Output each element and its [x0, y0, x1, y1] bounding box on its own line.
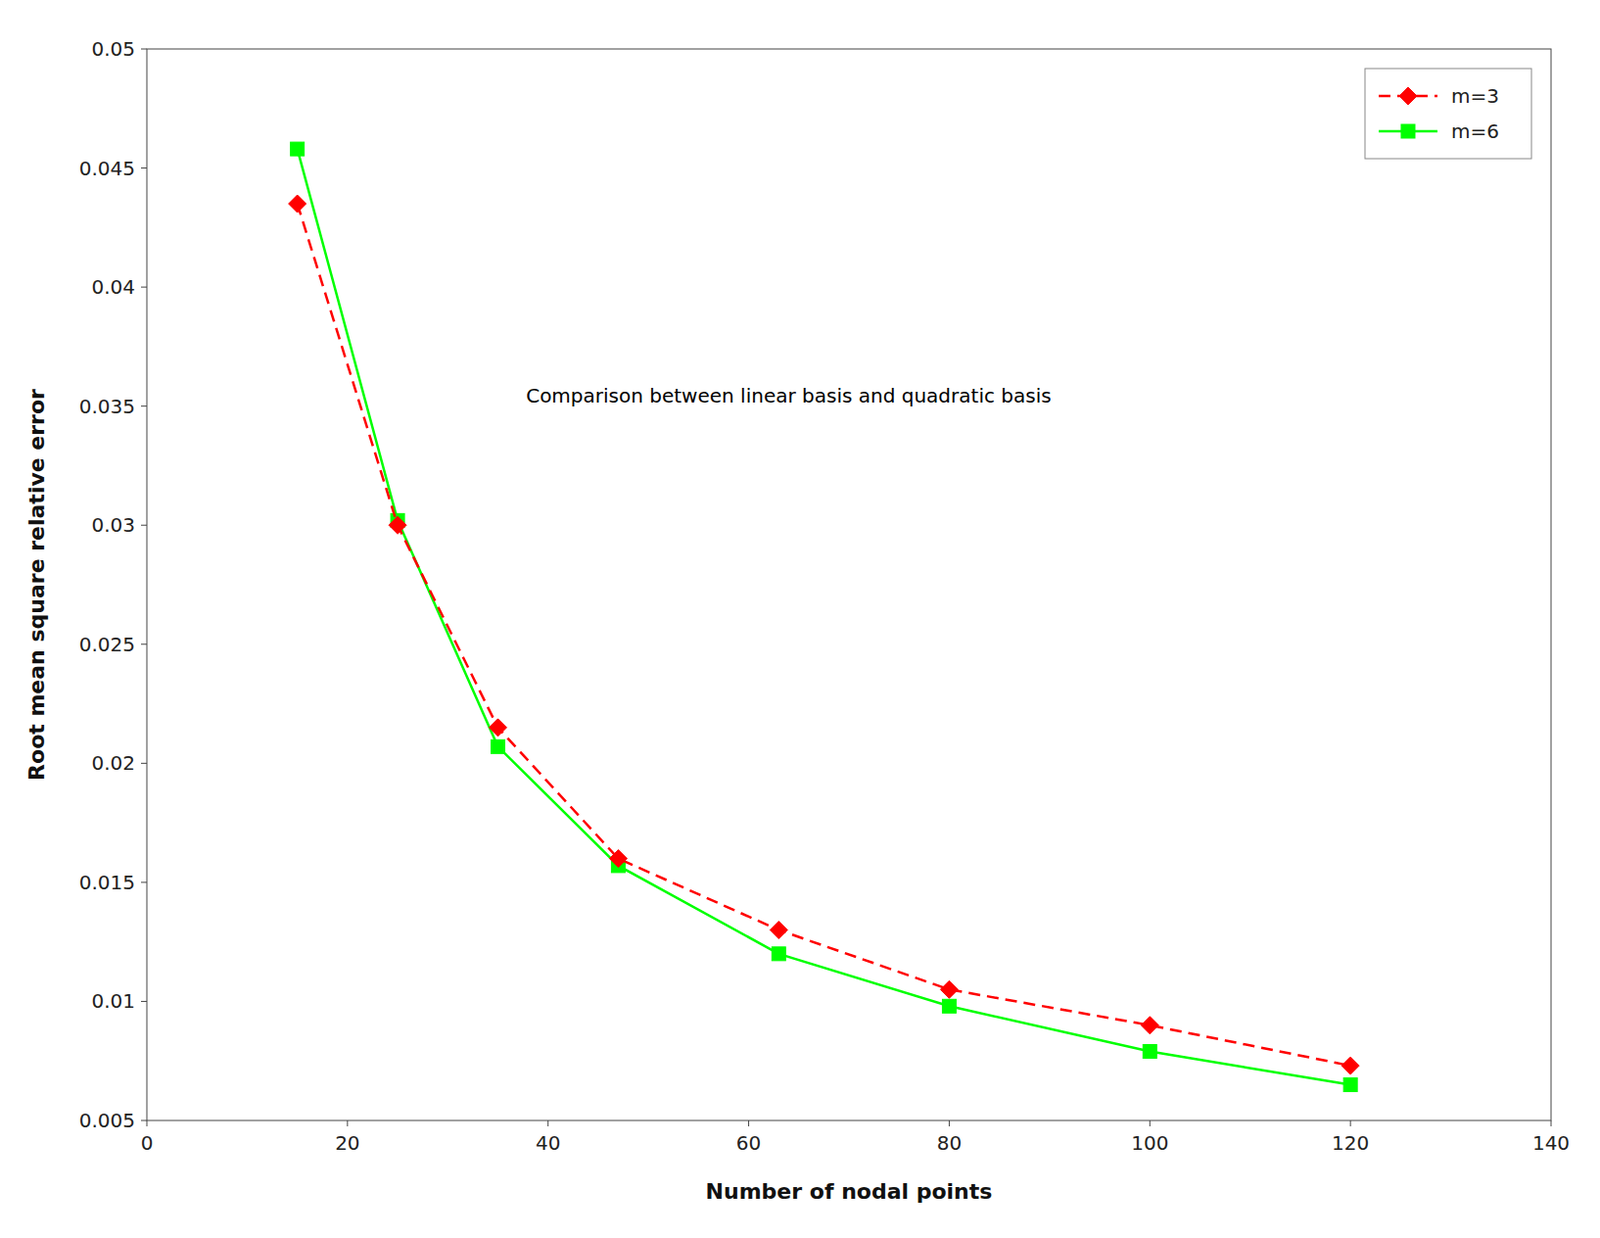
y-tick: [141, 286, 147, 288]
legend-label: m=3: [1451, 84, 1500, 108]
series: [288, 194, 1361, 1075]
x-tick-label: 140: [1532, 1130, 1570, 1155]
y-tick-label: 0.03: [91, 513, 136, 537]
x-tick-label: 20: [334, 1130, 360, 1155]
legend-label: m=6: [1451, 119, 1500, 143]
x-tick: [547, 1120, 549, 1127]
point-marker: [1341, 1056, 1360, 1075]
point-marker: [290, 141, 305, 156]
point-marker: [489, 718, 508, 737]
x-tick-label: 80: [937, 1130, 962, 1155]
y-tick: [141, 1120, 147, 1122]
x-tick: [1350, 1120, 1352, 1127]
point-marker: [941, 998, 956, 1013]
y-tick-label: 0.01: [91, 988, 136, 1013]
x-tick-label: 40: [535, 1130, 561, 1155]
point-marker: [769, 921, 788, 940]
series-line: [297, 148, 1352, 1084]
series-line: [297, 203, 1352, 1066]
axes: 0 20 40 60 80 100 120 140 0.005 0.01 0.015 0.02 0.02…: [79, 37, 1570, 1155]
legend-marker: [1401, 124, 1415, 139]
y-tick: [141, 405, 147, 407]
legend: m=3m=6: [1364, 68, 1532, 159]
y-tick: [141, 643, 147, 645]
plot-data: [288, 141, 1361, 1091]
legend-marker: [1399, 87, 1417, 105]
x-axis-label: Number of nodal points: [705, 1178, 993, 1204]
y-tick: [141, 881, 147, 883]
point-marker: [1343, 1078, 1358, 1092]
chart: 0 20 40 60 80 100 120 140 0.005 0.01 0.015 0.02 0.02…: [0, 0, 1600, 1238]
point-marker: [491, 739, 506, 753]
plot-frame: [146, 48, 1552, 1121]
x-tick-label: 60: [736, 1130, 761, 1155]
y-tick: [141, 48, 147, 50]
x-tick: [1551, 1120, 1553, 1127]
point-marker: [940, 980, 958, 998]
x-tick: [748, 1120, 750, 1127]
y-tick-label: 0.05: [91, 37, 136, 61]
point-marker: [1140, 1016, 1159, 1035]
point-marker: [771, 946, 786, 961]
legend-box: [1364, 68, 1532, 159]
y-axis-label: Root mean square relative error: [24, 388, 49, 781]
y-tick-label: 0.015: [79, 870, 136, 895]
annotation: Comparison between linear basis and quad…: [525, 383, 1051, 408]
y-tick: [141, 762, 147, 764]
x-tick: [346, 1120, 348, 1127]
y-tick-label: 0.04: [91, 275, 136, 299]
x-tick-label: 120: [1331, 1130, 1369, 1155]
x-tick: [948, 1120, 950, 1127]
x-tick-label: 0: [141, 1130, 154, 1155]
y-tick-label: 0.005: [79, 1108, 136, 1132]
x-tick: [1149, 1120, 1151, 1127]
y-tick: [141, 524, 147, 526]
y-tick-label: 0.035: [79, 394, 136, 419]
point-marker: [388, 516, 407, 534]
point-marker: [609, 849, 627, 868]
point-marker: [1142, 1043, 1157, 1058]
background: [0, 0, 1600, 1238]
x-tick: [146, 1120, 148, 1127]
y-tick: [141, 167, 147, 169]
point-marker: [288, 194, 307, 213]
y-tick-label: 0.045: [79, 156, 136, 181]
y-tick: [141, 1000, 147, 1002]
y-tick-label: 0.02: [91, 751, 136, 775]
y-tick-label: 0.025: [79, 632, 136, 657]
x-tick-label: 100: [1130, 1130, 1169, 1155]
series: [290, 141, 1359, 1091]
